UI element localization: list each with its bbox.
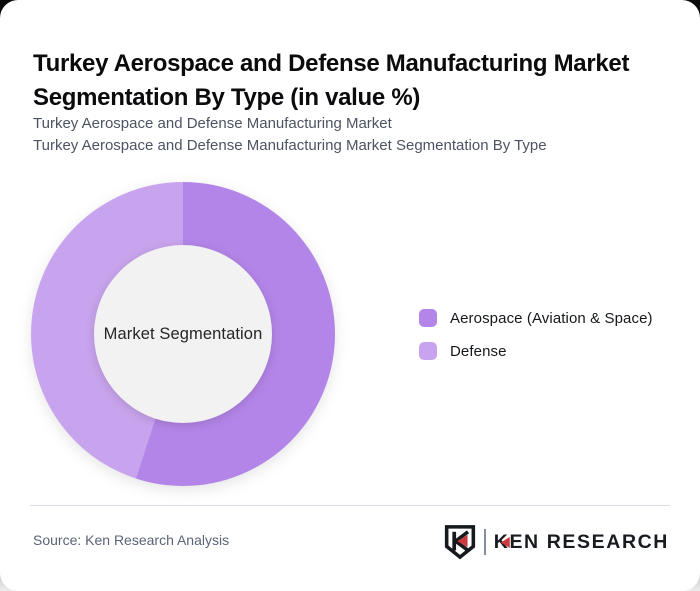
donut-center-label: Market Segmentation (103, 324, 263, 343)
chart-subtitle-line-2: Turkey Aerospace and Defense Manufacturi… (33, 136, 547, 154)
chart-title-line-1: Turkey Aerospace and Defense Manufacturi… (33, 50, 630, 78)
chart-title-line-2: Segmentation By Type (in value %) (33, 84, 421, 112)
legend-label: Defense (450, 342, 507, 360)
chart-subtitle-line-1: Turkey Aerospace and Defense Manufacturi… (33, 115, 392, 132)
logo-divider (483, 529, 486, 555)
chart-subtitle: Turkey Aerospace and Defense Manufacturi… (33, 113, 673, 156)
brand-wordmark: KEN RESEARCH (494, 531, 669, 554)
brand-wordmark-text: KEN RESEARCH (493, 530, 669, 553)
legend-item[interactable]: Defense (419, 342, 653, 360)
chart-title: Turkey Aerospace and Defense Manufacturi… (33, 47, 681, 115)
footer-divider (30, 505, 670, 506)
legend-swatch-icon (419, 342, 437, 360)
brand-k-arrow-icon (500, 536, 510, 548)
donut-chart[interactable]: Market Segmentation (31, 182, 335, 486)
legend-swatch-icon (419, 309, 437, 327)
ken-research-shield-icon (444, 525, 475, 560)
legend-label: Aerospace (Aviation & Space) (450, 309, 653, 327)
donut-hole: Market Segmentation (94, 245, 272, 423)
legend-item[interactable]: Aerospace (Aviation & Space) (419, 309, 653, 327)
chart-legend: Aerospace (Aviation & Space) Defense (419, 309, 653, 360)
ken-research-logo: KEN RESEARCH (444, 524, 669, 560)
source-note: Source: Ken Research Analysis (33, 532, 230, 548)
